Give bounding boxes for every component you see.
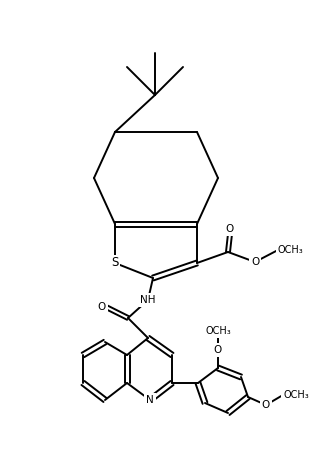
Text: O: O (98, 302, 106, 312)
Text: NH: NH (140, 295, 156, 305)
Text: O: O (262, 400, 270, 410)
Text: OCH₃: OCH₃ (278, 245, 304, 255)
Text: O: O (226, 224, 234, 234)
Text: OCH₃: OCH₃ (283, 390, 309, 400)
Text: N: N (146, 395, 154, 405)
Text: OCH₃: OCH₃ (205, 326, 231, 336)
Text: O: O (251, 257, 259, 267)
Text: O: O (214, 345, 222, 355)
Text: S: S (111, 256, 119, 270)
